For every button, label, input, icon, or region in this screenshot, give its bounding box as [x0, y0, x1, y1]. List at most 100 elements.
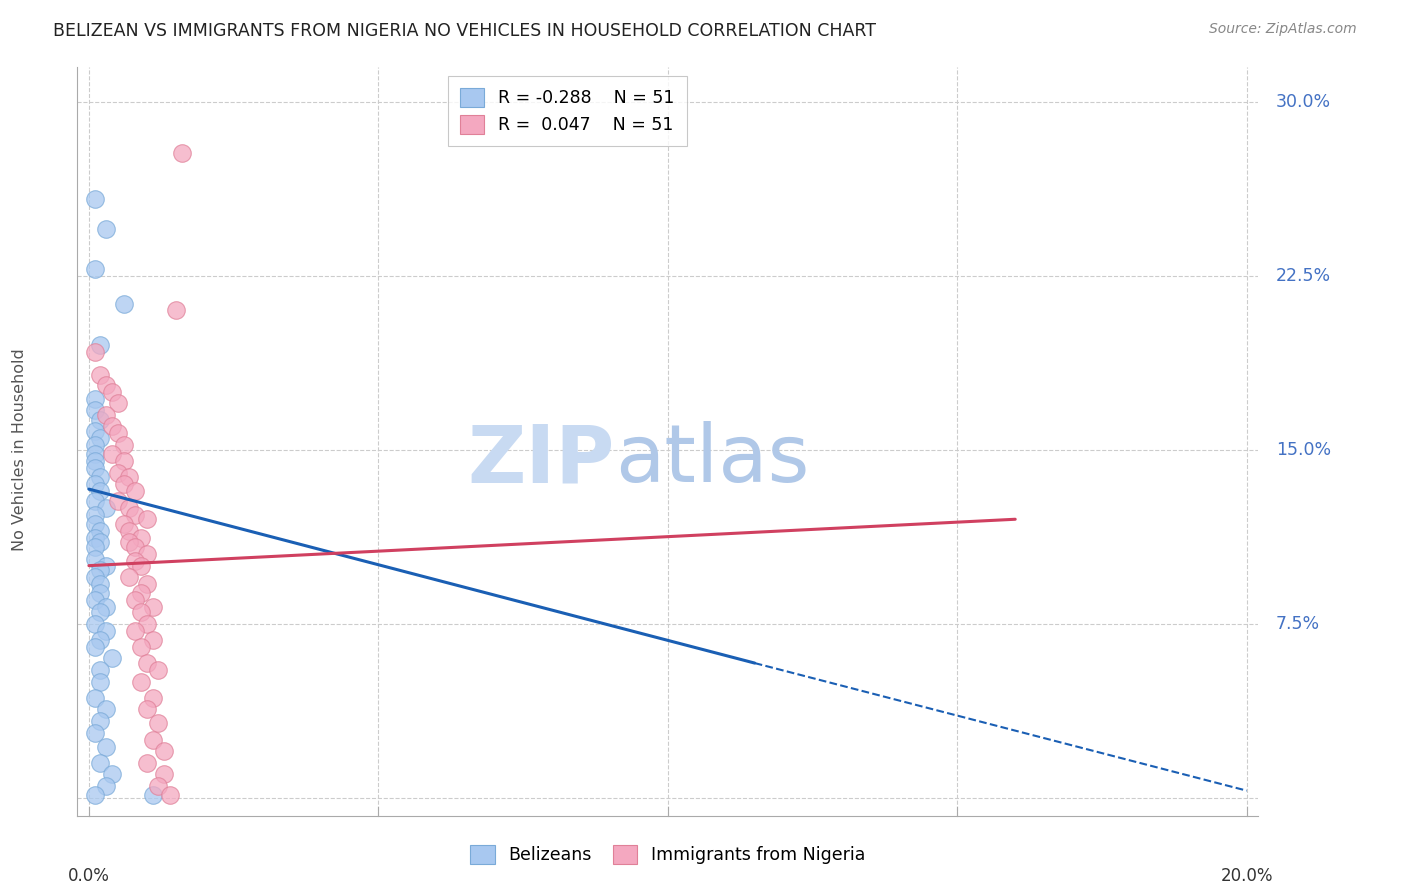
- Point: [124, 508, 146, 522]
- Point: [124, 540, 146, 554]
- Point: [89, 674, 111, 689]
- Point: [96, 377, 118, 392]
- Point: [89, 412, 111, 426]
- Point: [107, 466, 129, 480]
- Text: ZIP: ZIP: [467, 421, 614, 500]
- Point: [83, 261, 105, 276]
- Point: [89, 663, 111, 677]
- Point: [107, 493, 129, 508]
- Point: [83, 454, 105, 468]
- Point: [83, 438, 105, 452]
- Point: [101, 419, 124, 434]
- Point: [83, 516, 105, 531]
- Point: [118, 535, 141, 549]
- Point: [89, 756, 111, 770]
- Point: [89, 632, 111, 647]
- Point: [96, 500, 118, 515]
- Point: [89, 368, 111, 383]
- Point: [129, 531, 152, 545]
- Point: [89, 338, 111, 352]
- Point: [124, 624, 146, 638]
- Point: [135, 512, 157, 526]
- Point: [142, 690, 165, 705]
- Text: 15.0%: 15.0%: [1275, 441, 1331, 458]
- Point: [89, 563, 111, 577]
- Text: No Vehicles in Household: No Vehicles in Household: [11, 348, 27, 551]
- Point: [83, 570, 105, 584]
- Point: [83, 531, 105, 545]
- Point: [118, 470, 141, 484]
- Point: [135, 656, 157, 670]
- Point: [129, 640, 152, 654]
- Point: [129, 674, 152, 689]
- Point: [83, 690, 105, 705]
- Point: [153, 744, 176, 758]
- Point: [112, 516, 135, 531]
- Point: [101, 384, 124, 399]
- Text: BELIZEAN VS IMMIGRANTS FROM NIGERIA NO VEHICLES IN HOUSEHOLD CORRELATION CHART: BELIZEAN VS IMMIGRANTS FROM NIGERIA NO V…: [53, 22, 876, 40]
- Point: [83, 447, 105, 461]
- Point: [83, 540, 105, 554]
- Text: 20.0%: 20.0%: [1220, 867, 1272, 885]
- Point: [89, 470, 111, 484]
- Point: [101, 447, 124, 461]
- Point: [83, 461, 105, 475]
- Point: [96, 779, 118, 793]
- Point: [148, 663, 170, 677]
- Point: [142, 600, 165, 615]
- Text: 7.5%: 7.5%: [1275, 615, 1320, 632]
- Point: [107, 396, 129, 410]
- Point: [89, 524, 111, 538]
- Point: [129, 586, 152, 600]
- Point: [124, 484, 146, 499]
- Legend: Belizeans, Immigrants from Nigeria: Belizeans, Immigrants from Nigeria: [464, 838, 872, 871]
- Point: [83, 551, 105, 566]
- Point: [142, 789, 165, 803]
- Point: [83, 403, 105, 417]
- Point: [135, 577, 157, 591]
- Point: [148, 716, 170, 731]
- Point: [96, 739, 118, 754]
- Point: [83, 424, 105, 438]
- Point: [129, 558, 152, 573]
- Point: [83, 192, 105, 206]
- Point: [159, 789, 181, 803]
- Point: [83, 593, 105, 607]
- Point: [135, 756, 157, 770]
- Point: [83, 508, 105, 522]
- Point: [83, 477, 105, 491]
- Point: [96, 222, 118, 236]
- Point: [112, 477, 135, 491]
- Point: [96, 600, 118, 615]
- Point: [83, 725, 105, 739]
- Point: [83, 640, 105, 654]
- Point: [83, 789, 105, 803]
- Point: [142, 632, 165, 647]
- Point: [89, 577, 111, 591]
- Point: [118, 500, 141, 515]
- Point: [112, 296, 135, 310]
- Point: [142, 732, 165, 747]
- Point: [112, 438, 135, 452]
- Point: [96, 624, 118, 638]
- Point: [107, 426, 129, 441]
- Point: [118, 524, 141, 538]
- Point: [124, 554, 146, 568]
- Point: [112, 454, 135, 468]
- Point: [89, 714, 111, 728]
- Point: [129, 605, 152, 619]
- Point: [96, 408, 118, 422]
- Text: 0.0%: 0.0%: [67, 867, 110, 885]
- Point: [135, 547, 157, 561]
- Point: [124, 593, 146, 607]
- Text: 30.0%: 30.0%: [1275, 93, 1331, 111]
- Point: [135, 616, 157, 631]
- Point: [101, 767, 124, 781]
- Point: [89, 431, 111, 445]
- Point: [83, 493, 105, 508]
- Point: [101, 651, 124, 665]
- Point: [83, 345, 105, 359]
- Point: [96, 702, 118, 716]
- Point: [135, 702, 157, 716]
- Point: [83, 616, 105, 631]
